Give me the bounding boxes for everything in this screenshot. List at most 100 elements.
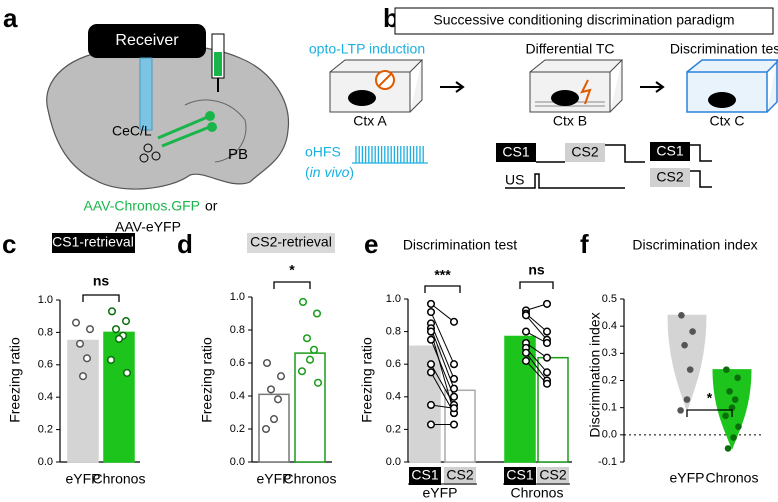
data-point xyxy=(426,335,436,344)
optic-fiber xyxy=(139,57,153,131)
y-tick-label: 0.3 xyxy=(602,347,617,359)
y-tick-label: 0.0 xyxy=(38,456,53,468)
cs-timeline xyxy=(690,144,712,162)
stim-note-text: in vivo xyxy=(310,164,350,180)
data-point xyxy=(313,378,323,387)
data-point xyxy=(111,325,121,334)
x-tick-label: Chronos xyxy=(706,470,759,486)
cs-timeline xyxy=(690,170,712,188)
us-label: US xyxy=(505,172,524,188)
cs2-box xyxy=(565,143,605,162)
y-tick-label: 1.0 xyxy=(38,294,53,306)
data-point xyxy=(305,355,315,364)
data-point xyxy=(449,360,459,369)
data-point xyxy=(449,384,459,393)
paren: ) xyxy=(349,164,354,180)
pair-line xyxy=(430,363,455,406)
significance-bracket xyxy=(686,409,733,417)
data-point xyxy=(276,372,286,381)
stage-label: opto-LTP induction xyxy=(309,41,425,57)
y-axis-label: Freezing ratio xyxy=(359,337,375,423)
projection xyxy=(157,114,211,140)
data-point xyxy=(449,317,459,326)
syringe-fill xyxy=(214,52,222,76)
y-tick-label: 0.6 xyxy=(386,358,401,370)
x-tick-label: CS1 xyxy=(411,467,438,483)
data-point xyxy=(426,368,436,377)
data-point xyxy=(273,395,283,404)
y-tick-label: 0.8 xyxy=(230,324,245,336)
significance-label: ns xyxy=(528,262,545,278)
data-point xyxy=(312,309,322,318)
category-box xyxy=(444,467,476,485)
pair-line xyxy=(525,342,548,359)
context-label: Ctx B xyxy=(553,113,587,129)
chart-title: Discrimination index xyxy=(632,237,757,253)
pair-line xyxy=(430,372,455,414)
data-point xyxy=(107,307,117,316)
data-point xyxy=(82,354,92,363)
cage xyxy=(529,59,624,113)
cs1-box xyxy=(650,142,690,161)
significance-bracket xyxy=(519,281,554,289)
context-label: Ctx A xyxy=(353,113,387,129)
data-point xyxy=(683,396,691,403)
y-tick-label: 0.5 xyxy=(602,293,617,305)
title-box xyxy=(52,233,135,253)
stage-label: Differential TC xyxy=(526,41,615,57)
data-point xyxy=(542,299,552,308)
y-tick-label: 0.4 xyxy=(38,391,53,403)
title-box xyxy=(394,7,774,35)
us-timeline xyxy=(505,173,625,189)
panel-letter: c xyxy=(2,229,16,259)
y-tick-label: 1.0 xyxy=(386,293,401,305)
pair-line xyxy=(430,331,455,414)
data-point xyxy=(728,404,736,411)
data-point xyxy=(449,392,459,401)
cell xyxy=(205,111,215,121)
group-label: eYFP xyxy=(422,485,457,501)
region-label: PB xyxy=(228,146,248,163)
region-label: CeC/L xyxy=(112,123,152,139)
x-tick-label: eYFP xyxy=(669,470,704,486)
stim-label: oHFS xyxy=(305,144,341,160)
data-point xyxy=(122,368,132,377)
data-point xyxy=(678,312,685,319)
data-point xyxy=(309,345,319,354)
data-point xyxy=(734,374,741,382)
data-point xyxy=(521,311,531,320)
cage xyxy=(686,59,778,113)
cs2-box xyxy=(650,168,690,187)
x-tick-label: eYFP xyxy=(65,471,100,487)
receiver-label: Receiver xyxy=(115,32,179,49)
significance-label: ns xyxy=(93,273,110,289)
context-label: Ctx C xyxy=(710,113,745,129)
data-point xyxy=(302,334,312,343)
x-tick-label: Chronos xyxy=(284,471,337,487)
cs-label: CS2 xyxy=(656,169,683,185)
stim-note: (in vivo) xyxy=(305,164,354,180)
data-point xyxy=(681,341,688,349)
cage xyxy=(329,59,424,113)
brain-fold xyxy=(184,99,247,163)
virus-or: or xyxy=(205,198,218,214)
y-axis-label: Freezing ratio xyxy=(199,337,215,423)
data-point xyxy=(426,299,436,308)
panel-letter: d xyxy=(177,229,193,259)
y-tick-label: 0.0 xyxy=(386,456,401,468)
paren: ( xyxy=(305,164,310,180)
data-point xyxy=(75,339,85,348)
title-box xyxy=(247,233,335,253)
data-point xyxy=(686,366,694,373)
data-point xyxy=(297,367,307,376)
data-point xyxy=(114,334,124,343)
significance-label: * xyxy=(707,390,713,406)
data-point xyxy=(449,374,459,383)
data-point xyxy=(735,423,742,430)
chart-title: CS2-retrieval xyxy=(250,234,332,250)
y-tick-label: -0.1 xyxy=(598,456,617,468)
cs-timeline xyxy=(536,144,645,163)
y-tick-label: 0.8 xyxy=(38,326,53,338)
pair-line xyxy=(525,314,548,341)
data-point xyxy=(542,353,552,362)
